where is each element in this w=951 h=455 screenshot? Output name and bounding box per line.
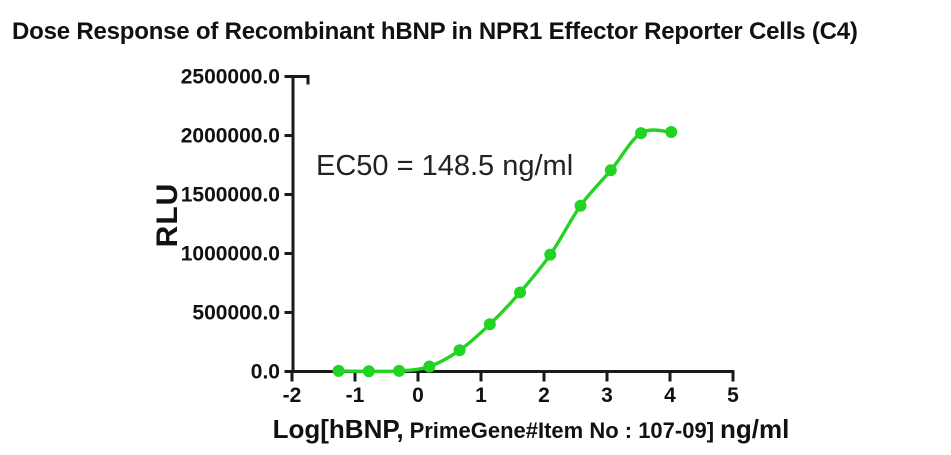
data-point: [635, 127, 648, 140]
data-point: [544, 248, 557, 261]
data-point: [514, 286, 527, 299]
y-tick-label: 0.0: [251, 361, 280, 384]
x-tick-label: 0: [412, 384, 424, 407]
x-tick-label: -2: [283, 384, 302, 407]
x-tick-label: 3: [601, 384, 613, 407]
y-tick-label: 1500000.0: [181, 184, 280, 207]
x-axis-label-prefix: Log[hBNP,: [272, 414, 404, 444]
x-axis-label-catalog: PrimeGene#Item No : 107-09]: [409, 418, 715, 443]
y-tick-label: 500000.0: [192, 302, 280, 325]
data-point: [483, 318, 496, 331]
y-tick-label: 1000000.0: [181, 243, 280, 266]
data-point: [453, 344, 466, 357]
x-tick-label: 5: [727, 384, 739, 407]
data-point: [332, 364, 345, 377]
data-point: [362, 365, 375, 378]
x-axis-label-suffix: ng/ml: [720, 414, 790, 444]
x-tick-label: 1: [475, 384, 487, 407]
y-tick-label: 2500000.0: [181, 66, 280, 89]
y-axis-label: RLU: [151, 182, 184, 248]
x-tick-label: 2: [538, 384, 550, 407]
data-point: [393, 364, 406, 377]
chart-title: Dose Response of Recombinant hBNP in NPR…: [12, 18, 858, 45]
data-point: [574, 199, 587, 212]
x-axis-label: Log[hBNP, PrimeGene#Item No : 107-09] ng/m…: [273, 414, 790, 445]
ec50-annotation: EC50 = 148.5 ng/ml: [316, 150, 574, 182]
x-tick-label: -1: [346, 384, 365, 407]
data-point: [665, 125, 678, 138]
data-point: [604, 164, 617, 177]
y-tick-label: 2000000.0: [181, 125, 280, 148]
x-tick-label: 4: [664, 384, 676, 407]
axis-spine: [291, 75, 735, 382]
data-point: [423, 360, 436, 373]
